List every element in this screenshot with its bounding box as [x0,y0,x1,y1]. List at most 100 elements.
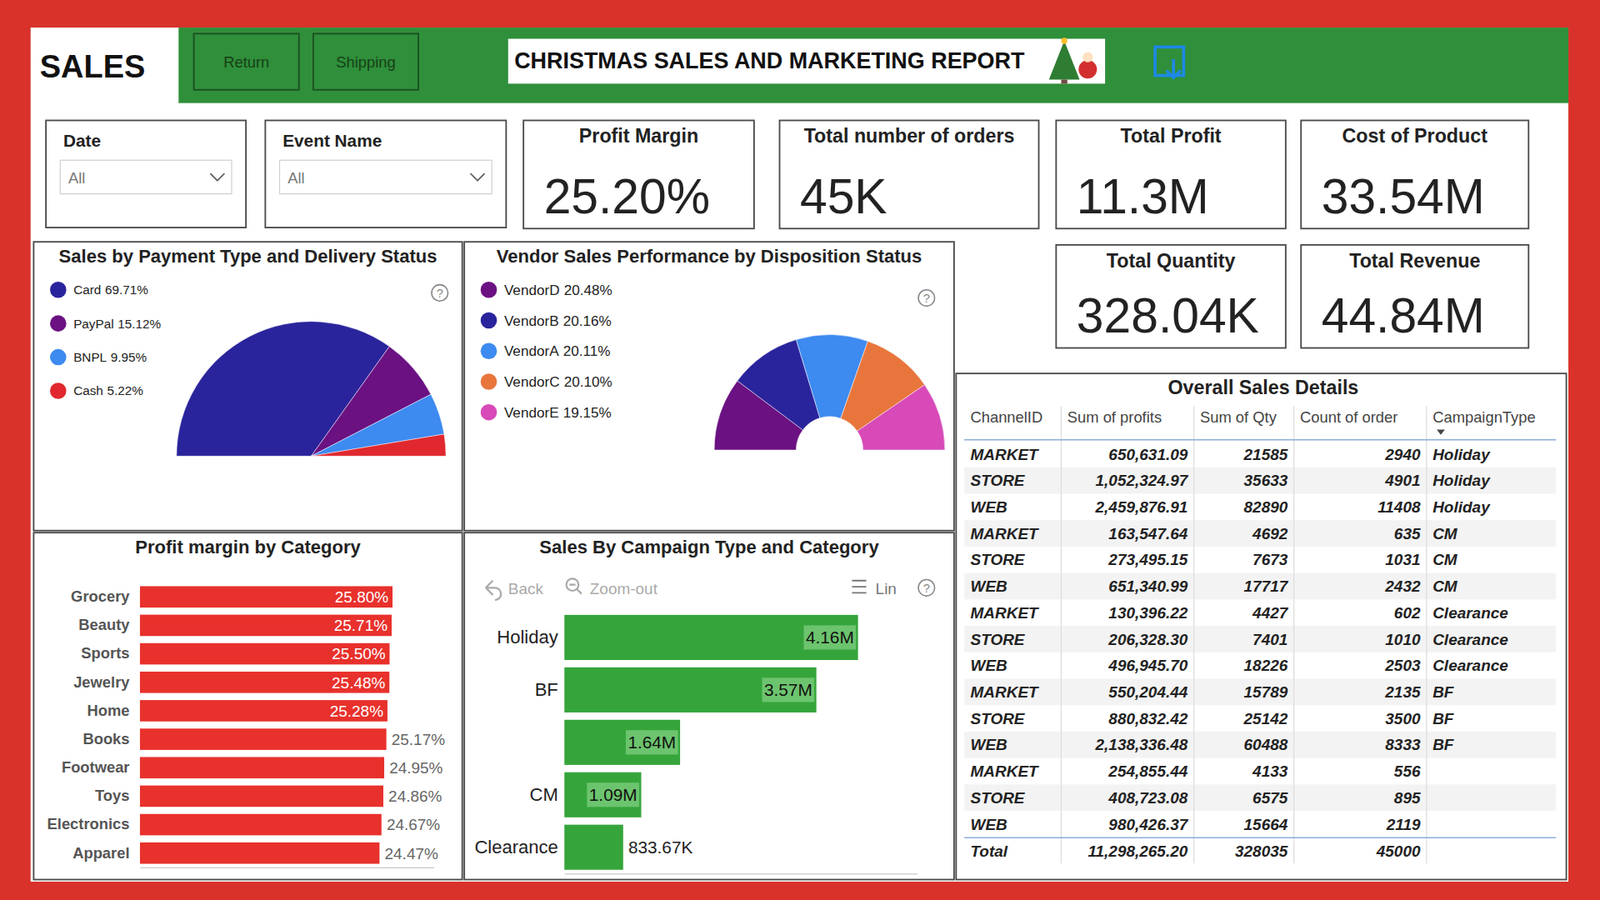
table-cell: 130,396.22 [1108,604,1188,622]
chart-panel [33,532,462,880]
data-label: 4.16M [805,627,855,647]
y-tick: Apparel [72,844,130,862]
tab-button[interactable]: Return [194,33,300,90]
column-header: CampaignType [1432,408,1535,426]
kpi-value: 45K [800,169,888,224]
table-cell: MARKET [970,445,1040,464]
table-cell: 18226 [1244,656,1289,675]
bar [140,700,388,722]
y-tick-label: Home [86,701,130,720]
legend-swatch [50,281,67,299]
legend-category: PayPal [73,316,114,331]
tab-button[interactable]: Shipping [313,33,419,90]
table-total-cell: 328035 [1235,842,1289,860]
table-cell: 2,138,336.48 [1095,735,1189,754]
kpi-title: Cost of Product [1342,125,1489,147]
help-circle [918,580,935,597]
table-cell: 25142 [1243,710,1289,728]
background [0,0,1600,900]
bookmark-button[interactable] [1155,46,1184,78]
y-tick: Toys [95,786,130,805]
x-axis-line [565,873,919,875]
legend-label: VendorC20.10% [504,373,613,390]
legend-value: 9.95% [110,350,148,365]
y-tick-label: BF [535,679,559,700]
santa-face [1082,51,1093,62]
bar [140,814,382,836]
x-axis-line [140,867,435,869]
help-button[interactable]: ? [918,580,935,597]
bar [140,671,390,694]
kpi-value: 11.3M [1076,169,1210,224]
kpi-card [523,120,755,229]
x-axis [140,867,435,869]
table-cell: 3500 [1385,710,1421,728]
table-cell: 2503 [1384,656,1421,675]
legend-value: 69.71% [105,282,149,297]
title-box [508,39,1105,85]
page-title: SALES [40,49,145,85]
kpi-value: 328.04K [1076,288,1260,343]
help-button[interactable]: ? [918,290,935,307]
table-cell: 602 [1394,604,1421,622]
legend-label: VendorD20.48% [504,281,613,299]
dashboard: SALESReturnShippingCHRISTMAS SALES AND M… [0,0,1600,900]
filter-dropdown[interactable]: All [280,160,493,194]
row-stripe [964,520,1556,547]
christmas-icon [1049,37,1098,84]
legend-value: 20.48% [564,281,613,299]
table-cell: WEB [970,735,1007,754]
tree-trunk [1060,80,1067,85]
toolbar-zoom-out[interactable]: Zoom-out [566,578,659,597]
y-tick: Books [82,730,130,748]
legend-swatch [480,281,498,299]
header-rule [964,439,1556,440]
y-tick: Footwear [61,758,130,776]
data-label: 24.86% [388,787,442,805]
help-text: ? [923,581,930,595]
table-cell: WEB [970,498,1007,516]
chart-panel [464,241,955,531]
filter-dropdown[interactable]: All [60,160,232,194]
kpi-value: 44.84M [1321,288,1485,343]
tab-label: Return [223,53,270,71]
table-cell: BF [1432,735,1455,754]
table-cell: 895 [1394,789,1421,807]
y-tick-label: CM [530,784,559,805]
legend-category: VendorE [504,404,560,421]
legend-label: VendorA20.11% [504,342,611,360]
table-cell: MARKET [970,683,1040,701]
list-icon [851,580,866,594]
dropdown-box [60,160,232,194]
table-cell: 1010 [1385,630,1421,649]
table-cell: Holiday [1432,471,1491,490]
help-button[interactable]: ? [431,285,449,302]
table-cell: 556 [1394,762,1421,780]
y-axis: GroceryBeautySportsJewelryHomeBooksFootw… [47,587,131,861]
y-tick-label: Grocery [70,587,130,605]
legend-label: Cash5.22% [73,383,144,398]
table-cell: CM [1432,577,1459,595]
data-label: 25.48% [331,674,385,692]
chart-title: Profit margin by Category [135,536,361,558]
legend-swatch [480,312,498,330]
table-cell: Holiday [1432,498,1491,516]
bar [564,720,680,765]
tree [1049,40,1080,80]
y-tick: Jewelry [73,673,130,691]
table-cell: 1031 [1385,550,1420,569]
y-tick-label: Books [82,730,130,748]
toolbar-label: Back [508,580,545,598]
table-cell: 496,945.70 [1107,656,1188,675]
legend-category: VendorB [504,312,560,330]
toolbar-linear[interactable]: Lin [851,580,896,598]
table-cell: 635 [1394,525,1421,543]
table-cell: 6575 [1252,789,1289,807]
table-cell: 273,495.15 [1107,550,1188,569]
table-cell: MARKET [970,762,1040,780]
table-cell: 980,426.37 [1108,815,1189,834]
row-stripe [964,573,1556,600]
pie-slices [714,335,945,450]
data-label: 25.71% [334,616,388,635]
toolbar-back[interactable]: Back [485,580,545,600]
